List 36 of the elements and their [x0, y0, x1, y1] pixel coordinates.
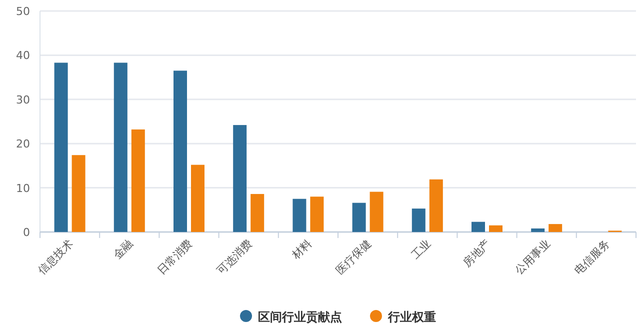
y-tick-label: 40	[16, 49, 30, 62]
legend-label: 行业权重	[387, 310, 436, 324]
x-tick-label: 可选消费	[214, 236, 255, 278]
bar	[191, 164, 204, 232]
bar	[548, 224, 562, 232]
bar	[292, 198, 306, 232]
y-tick-label: 20	[16, 138, 30, 151]
bar	[429, 179, 443, 232]
y-tick-label: 0	[23, 226, 30, 239]
x-tick-label: 公用事业	[512, 236, 553, 278]
bar	[472, 222, 485, 232]
x-tick-label: 房地产	[460, 236, 494, 270]
x-tick-label: 工业	[408, 236, 434, 262]
x-tick-label: 信息技术	[36, 236, 76, 278]
y-tick-label: 50	[16, 5, 30, 18]
x-tick-label: 金融	[110, 236, 136, 262]
bar	[174, 70, 187, 232]
bar	[250, 194, 264, 232]
bar	[131, 129, 145, 232]
bar	[370, 192, 384, 232]
bar	[54, 62, 68, 232]
bar	[352, 202, 366, 232]
legend-label: 区间行业贡献点	[258, 310, 342, 324]
bar	[310, 196, 324, 232]
y-tick-label: 30	[16, 93, 30, 106]
x-tick-label: 医疗保健	[334, 236, 374, 278]
bar	[114, 62, 128, 232]
bar	[412, 208, 426, 232]
bar	[72, 155, 86, 232]
y-tick-label: 10	[16, 182, 30, 195]
x-tick-label: 材料	[288, 236, 314, 262]
x-tick-label: 日常消费	[154, 236, 196, 278]
bar	[489, 225, 502, 232]
bar	[233, 125, 247, 232]
x-tick-label: 电信服务	[572, 236, 612, 278]
bar	[531, 228, 545, 232]
